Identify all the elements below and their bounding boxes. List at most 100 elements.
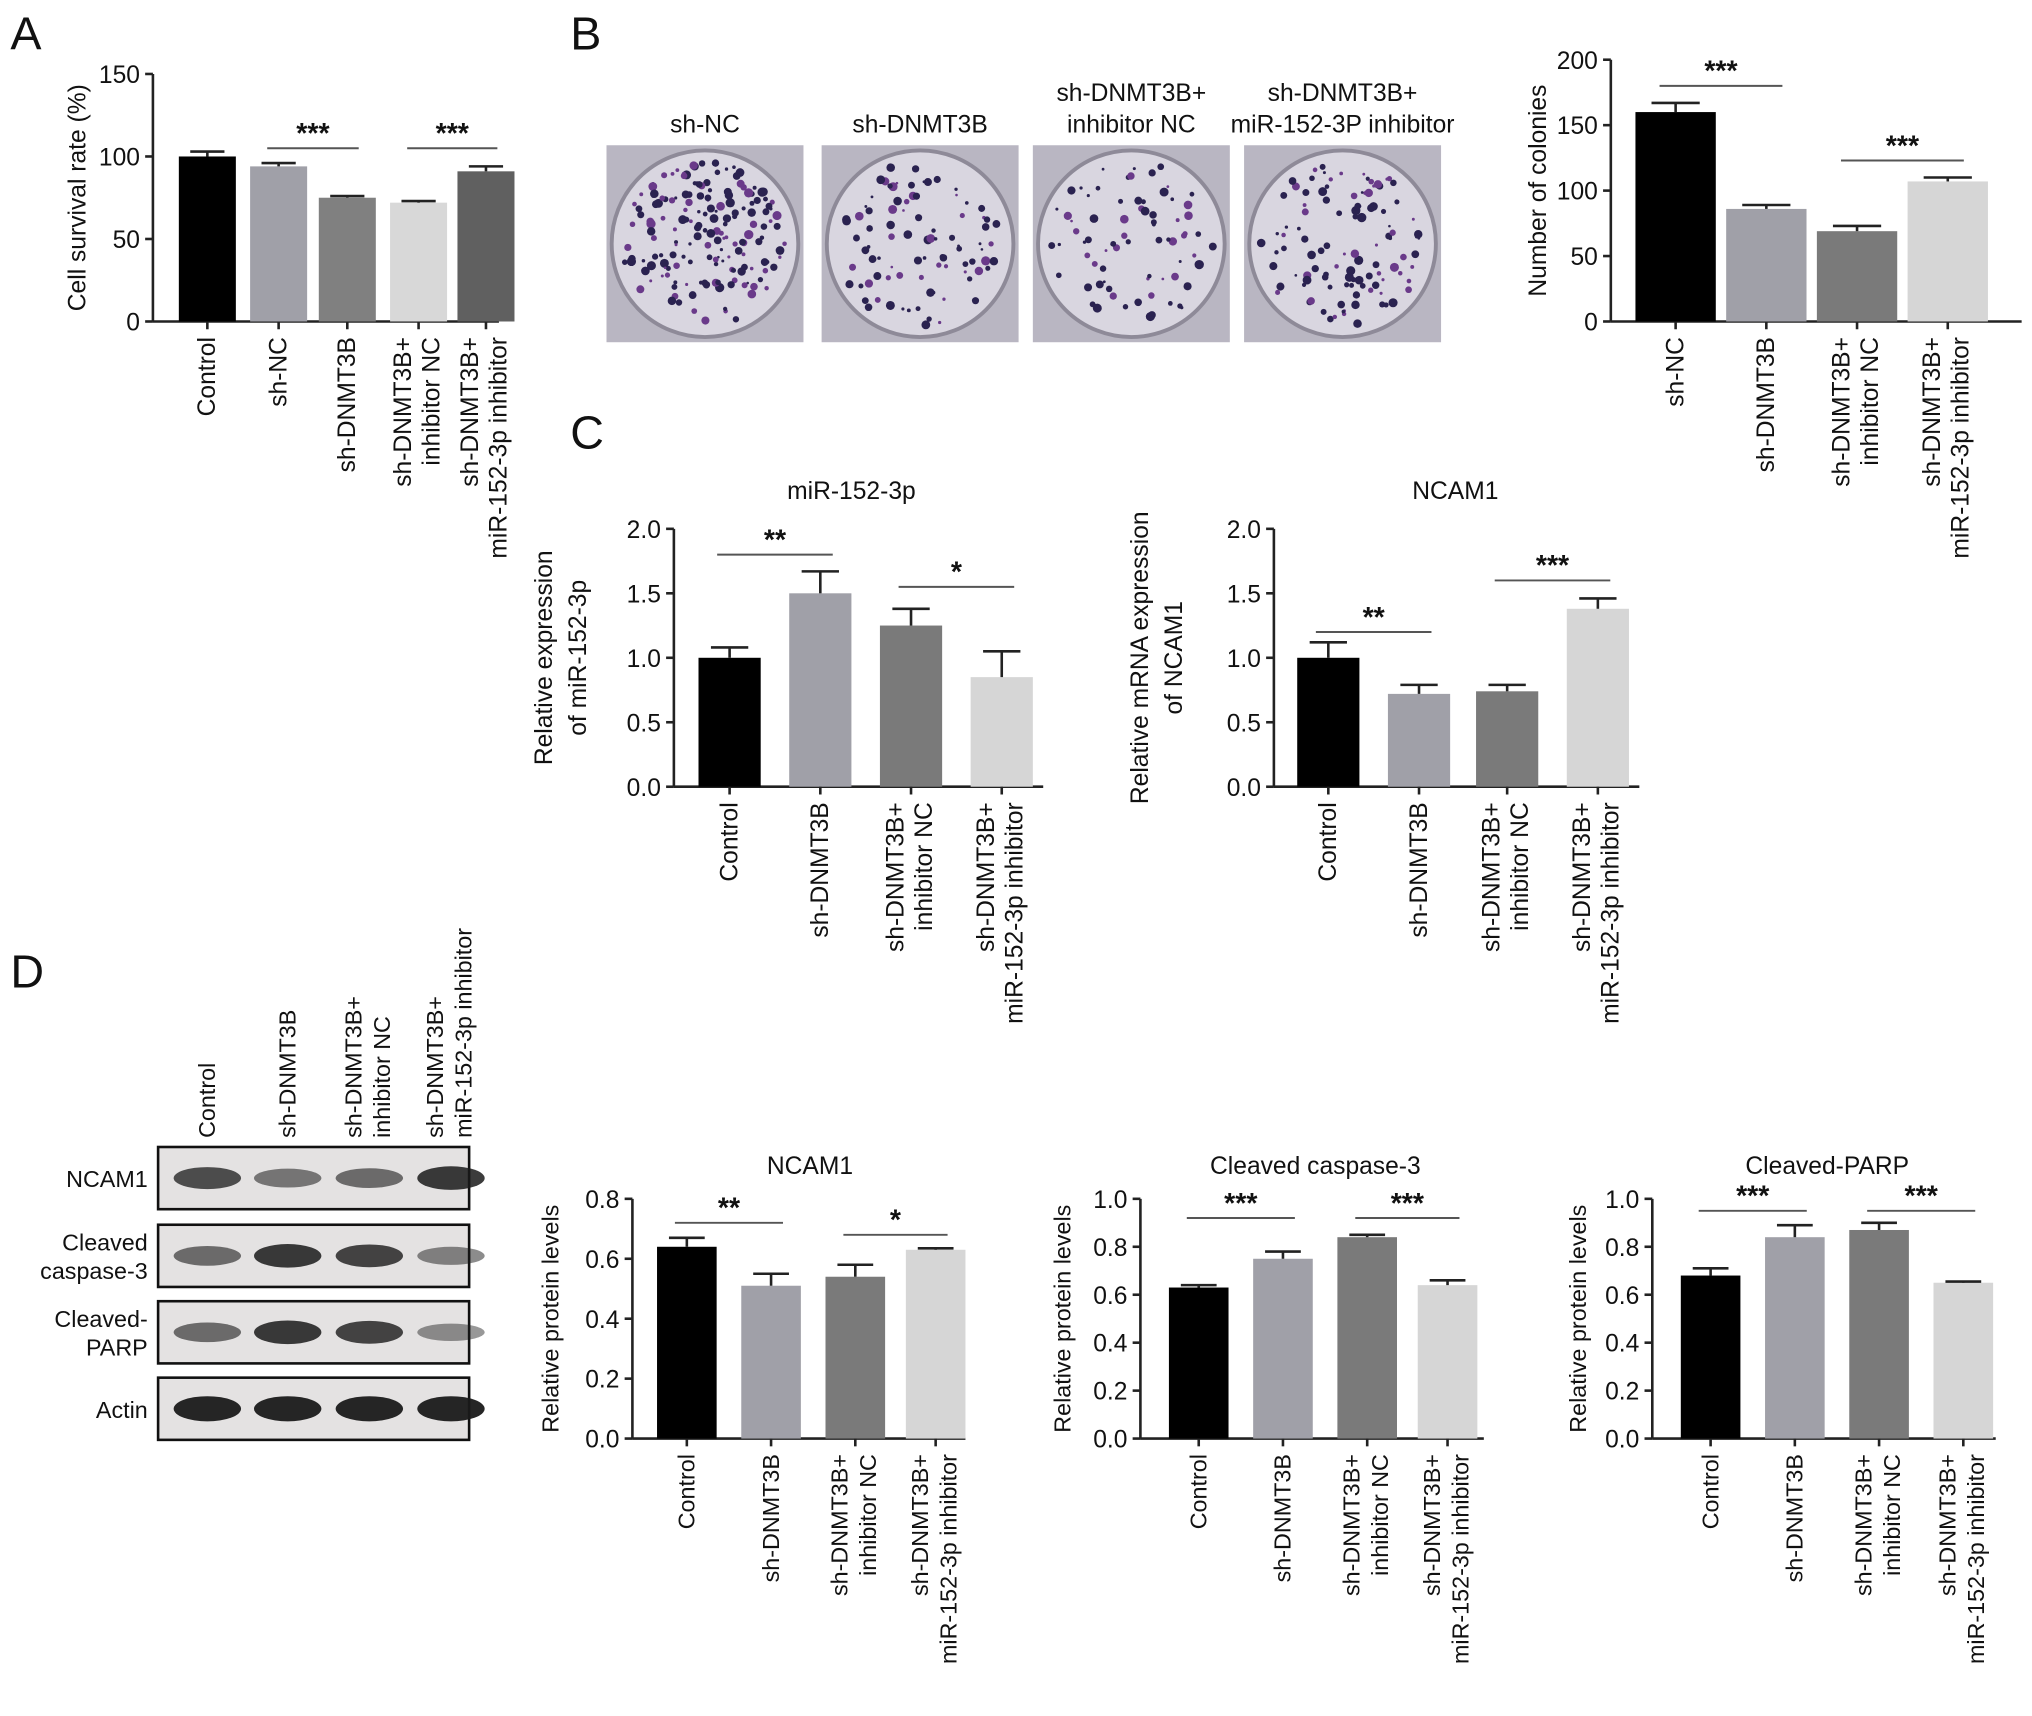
colony-dot [978,242,982,246]
colony-dot [1183,282,1192,291]
x-tick-label-text-line: Control [1315,802,1342,881]
colony-dot [938,320,942,325]
blot-row-label: Cleaved caspase-3 [40,1230,148,1285]
y-tick-label-line: 50 [1570,244,1597,271]
x-tick-label-text: sh-DNMT3B+inhibitor NC [390,337,446,487]
colony-dot [1342,252,1346,256]
bar [178,156,236,322]
colony-dot [651,200,660,209]
y-axis-label-text: Cell survival rate (%) [65,84,92,311]
colony-dot [764,286,769,291]
x-tick-label-text-line: Control [1186,1454,1212,1529]
x-tick-label-text-line: sh-NC [1662,337,1689,407]
x-tick-label-text-line: sh-DNMT3B [1782,1454,1808,1582]
x-tick-label-text-line: sh-DNMT3B [1753,337,1780,472]
y-tick-label: 200 [1557,48,1598,75]
colony-dot [1336,210,1343,217]
colony-dot [981,223,990,231]
colony-dot [1284,225,1289,229]
colony-dot [1344,282,1350,288]
colony-dot [706,254,713,261]
colony-dot [865,207,873,215]
x-tick-label-text: sh-DNMT3B+inhibitor NC [1338,1454,1393,1596]
colony-dot [732,316,740,323]
colony-dot [1170,197,1175,202]
colony-dot [1398,271,1403,276]
colony-dot [672,227,677,232]
y-tick-label-line: 100 [99,145,140,172]
colony-dot [911,165,920,173]
y-tick-label-line: 0.0 [585,1427,619,1454]
colony-dot [707,188,713,193]
colony-dot [1374,243,1378,247]
colony-dot [775,246,785,255]
colony-dot [1371,281,1380,289]
y-tick-label: 0.2 [1093,1379,1127,1406]
colony-dot [1383,302,1389,308]
x-tick-label-text-line: inhibitor NC [1879,1454,1905,1576]
colony-dot [874,297,881,303]
x-tick-label-text: sh-DNMT3B+inhibitor NC [1478,802,1534,952]
lane-label-text-line: Control [194,1063,220,1138]
colony-dot [1307,297,1315,305]
colony-dot [1354,275,1364,285]
colony-dot [727,255,731,259]
colony-dot [983,216,991,223]
x-tick-label-text-line: sh-DNMT3B+ [827,1454,853,1596]
chart-title: miR-152-3p [787,478,916,505]
bar [789,593,852,787]
colony-dot [866,225,873,232]
x-tick-label-text: sh-DNMT3B+miR-152-3p inhibitor [1569,802,1625,1024]
chart-title-line: miR-152-3p [787,478,916,505]
blot-band [173,1396,242,1422]
y-axis-label: Cell survival rate (%) [65,84,92,311]
colony-dot [736,179,745,188]
plate-label-line: sh-NC [670,111,740,138]
x-tick-label: sh-DNMT3B+miR-152-3p inhibitor [907,1454,962,1664]
colony-dot [985,265,991,271]
colony-dot [706,229,716,238]
colony-dot [906,308,911,313]
colony-dot [1405,286,1412,294]
y-tick-label-line: 100 [1557,179,1598,206]
colony-dot [903,198,910,205]
x-tick-label: sh-DNMT3B+miR-152-3p inhibitor [1919,337,1975,559]
colony-dot [703,179,711,187]
y-axis-label-text-line: Cell survival rate (%) [65,84,92,311]
colony-dot [912,192,921,200]
x-tick-label: Control [674,1454,700,1529]
bar [657,1246,717,1439]
colony-dot [885,275,891,281]
colony-dot [964,201,969,205]
colony-dot [903,230,913,239]
colony-dot [1352,213,1359,220]
colony-dot [922,256,927,260]
y-tick-label-line: 1.0 [627,646,661,673]
western-blot: Control sh-DNMT3B sh-DNMT3B+ inhibitor NC sh… [40,928,485,1442]
colony-dot [749,266,754,271]
x-tick-label: sh-DNMT3B [807,802,834,937]
x-tick-label-text-line: sh-DNMT3B+ [390,337,417,487]
y-axis-label-text: Relative protein levels [1565,1205,1591,1433]
y-tick-label: 0.5 [1227,710,1261,737]
colony-dot [691,308,698,314]
colony-dot [765,202,773,210]
blot-band [173,1245,242,1266]
colony-dot [651,253,659,260]
x-tick-label-text: sh-DNMT3B+inhibitor NC [882,802,938,952]
y-tick-label: 50 [1570,244,1597,271]
colony-dot [969,258,976,265]
colony-dot [864,205,868,208]
colony-dot [1411,217,1415,221]
colony-dot [1359,283,1366,289]
colony-dot [693,232,702,241]
colony-dot [886,163,895,172]
bar [1726,208,1807,322]
colony-dot [1319,163,1326,170]
y-tick-label-line: 0.0 [1093,1427,1127,1454]
y-tick-label: 0.2 [1605,1379,1639,1406]
colony-dot [674,240,679,245]
colony-dot [858,283,864,289]
blot-band [417,1166,485,1190]
x-tick-label-text: Control [674,1454,700,1529]
